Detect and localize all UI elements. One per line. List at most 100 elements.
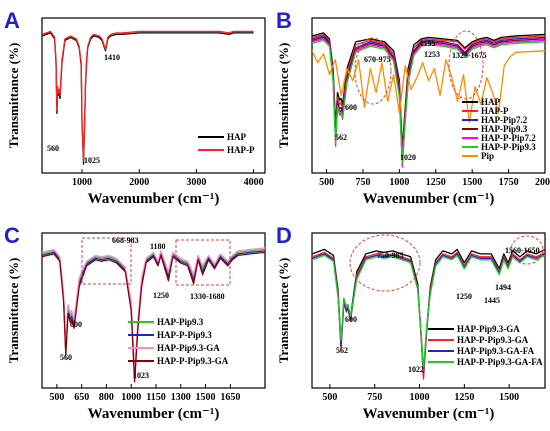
peak-annotation: 600 xyxy=(70,320,82,329)
legend-label: HAP-P xyxy=(227,145,255,155)
highlight-region xyxy=(354,37,392,105)
x-axis-label: Wavenumber (cm⁻¹) xyxy=(88,191,220,207)
series-group xyxy=(312,248,545,380)
x-tick-label: 750 xyxy=(355,177,370,188)
x-tick-label: 3000 xyxy=(186,177,206,188)
peak-annotation: 1560-1650 xyxy=(505,246,540,255)
x-tick-label: 1500 xyxy=(196,392,216,403)
legend-label: HAP xyxy=(481,97,501,107)
series-line-HAP-Pip9.3-GA xyxy=(42,247,265,374)
x-tick-label: 1000 xyxy=(389,177,409,188)
x-tick-label: 500 xyxy=(319,177,334,188)
peak-annotation: 670-975 xyxy=(364,55,391,64)
series-line-HAP-P-Pip9.3 xyxy=(312,39,545,164)
peak-annotation: 1020 xyxy=(400,153,416,162)
legend-label: HAP-P-Pip9.3-GA-FA xyxy=(457,357,543,367)
peak-annotation: 1025 xyxy=(84,156,100,165)
x-tick-label: 1500 xyxy=(462,177,482,188)
series-group xyxy=(42,247,265,383)
legend-label: HAP-Pip9.3 xyxy=(157,317,204,327)
peak-annotation: 1180 xyxy=(150,242,166,251)
panel-letter: D xyxy=(276,223,292,248)
series-line-Pip xyxy=(312,50,545,123)
legend-label: Pip xyxy=(481,151,494,161)
series-line-HAP-Pip9.3-GA-FA xyxy=(312,253,545,374)
legend-label: HAP-P-Pip7.2 xyxy=(481,133,536,143)
y-axis-label: Transmittance (%) xyxy=(6,43,21,149)
peak-annotation: 1253 xyxy=(424,50,440,59)
peak-annotation: 1445 xyxy=(484,296,500,305)
peak-annotation: 1410 xyxy=(104,53,120,62)
series-group xyxy=(312,32,545,168)
x-tick-label: 1250 xyxy=(454,392,474,403)
legend-label: HAP-Pip9.3-GA-FA xyxy=(457,346,535,356)
highlight-region xyxy=(510,235,544,265)
x-tick-label: 1250 xyxy=(426,177,446,188)
series-line-HAP-P-Pip9.3-GA xyxy=(42,251,265,383)
series-line-HAP-P xyxy=(42,30,254,162)
x-tick-label: 1000 xyxy=(121,392,141,403)
peak-annotation: 1250 xyxy=(153,291,169,300)
legend-label: HAP-P-Pip9.3-GA xyxy=(457,335,529,345)
highlight-region xyxy=(349,234,421,292)
x-tick-label: 750 xyxy=(367,392,382,403)
x-tick-label: 1750 xyxy=(499,177,519,188)
x-tick-label: 1000 xyxy=(72,177,92,188)
legend-label: HAP-Pip9.3-GA xyxy=(157,343,220,353)
legend-label: HAP-Pip9.3 xyxy=(481,124,528,134)
peak-annotation: 1195 xyxy=(420,39,436,48)
x-tick-label: 500 xyxy=(322,392,337,403)
x-tick-label: 500 xyxy=(49,392,64,403)
peak-annotation: 668-983 xyxy=(112,236,139,245)
x-tick-label: 1300 xyxy=(171,392,191,403)
panel-letter: C xyxy=(4,223,20,248)
series-line-HAP-P-Pip9.3-GA xyxy=(312,251,545,380)
highlight-region xyxy=(448,30,484,100)
y-axis-label: Transmittance (%) xyxy=(276,43,291,149)
peak-annotation: 560 xyxy=(60,353,72,362)
legend-label: HAP-Pip9.3-GA xyxy=(457,324,520,334)
peak-annotation: 560 xyxy=(47,144,59,153)
legend-label: HAP-P xyxy=(481,106,509,116)
x-tick-label: 1500 xyxy=(499,392,519,403)
peak-annotation: 562 xyxy=(336,346,348,355)
x-axis-label: Wavenumber (cm⁻¹) xyxy=(88,406,220,422)
chart-panel-D: 500 750 1000 1250 1500 Wavenumber (cm⁻¹) Trans… xyxy=(276,223,546,422)
plot-frame xyxy=(41,17,266,174)
series-line-HAP-P-Pip9.3-GA-FA xyxy=(312,254,545,371)
legend-label: HAP-P-Pip9.3 xyxy=(481,142,536,152)
peak-annotation: 600 xyxy=(345,103,357,112)
x-tick-label: 1000 xyxy=(410,392,430,403)
legend-label: HAP xyxy=(227,132,247,142)
legend-label: HAP-P-Pip9.3 xyxy=(157,330,212,340)
chart-panel-B: 500 750 1000 1250 1500 1750 2000 Wavenumber (cm… xyxy=(276,8,550,207)
y-axis-label: Transmittance (%) xyxy=(276,258,291,364)
chart-panel-C: 500 650 800 1000 1150 1300 1500 1650Wavenumber … xyxy=(4,223,266,422)
peak-annotation: 600 xyxy=(345,315,357,324)
series-group xyxy=(42,30,254,165)
panel-letter: A xyxy=(4,8,20,33)
x-tick-label: 2000 xyxy=(535,177,550,188)
x-tick-label: 650 xyxy=(74,392,89,403)
panel-letter: B xyxy=(276,8,292,33)
peak-annotation: 1023 xyxy=(133,371,149,380)
highlight-region xyxy=(81,237,132,285)
chart-panel-A: 1000 2000 3000 4000 Wavenumber (cm⁻¹) Transmi… xyxy=(4,8,266,207)
peak-annotation: 750-985 xyxy=(377,251,404,260)
peak-annotation: 1494 xyxy=(495,283,511,292)
x-tick-label: 1650 xyxy=(220,392,240,403)
x-axis-label: Wavenumber (cm⁻¹) xyxy=(363,191,495,207)
plot-frame xyxy=(41,232,266,389)
highlight-region xyxy=(175,239,231,286)
y-axis-label: Transmittance (%) xyxy=(6,258,21,364)
x-tick-label: 1150 xyxy=(146,392,165,403)
peak-annotation: 1022 xyxy=(408,365,424,374)
legend-label: HAP-Pip7.2 xyxy=(481,115,528,125)
legend-label: HAP-P-Pip9.3-GA xyxy=(157,356,229,366)
peak-annotation: 1250 xyxy=(456,292,472,301)
peak-annotation: 1329-1675 xyxy=(452,51,487,60)
x-tick-label: 2000 xyxy=(129,177,149,188)
peak-annotation: 1330-1680 xyxy=(190,292,225,301)
x-axis-label: Wavenumber (cm⁻¹) xyxy=(363,406,495,422)
